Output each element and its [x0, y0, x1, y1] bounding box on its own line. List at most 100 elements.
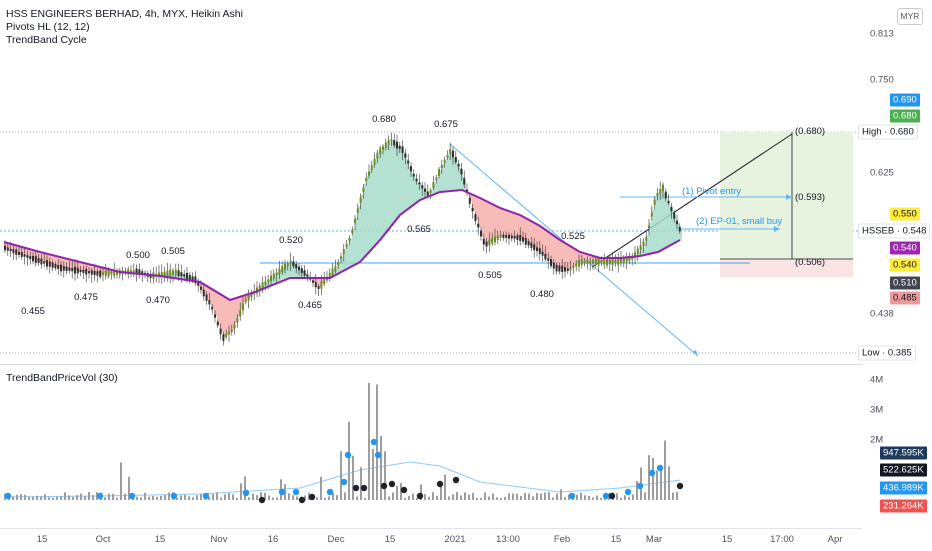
candle-body — [346, 244, 348, 246]
volume-bar — [292, 495, 294, 500]
candle-body — [421, 185, 423, 188]
volume-bar — [404, 498, 406, 500]
candle-body — [516, 235, 518, 240]
candle-body — [186, 273, 188, 280]
chart-canvas[interactable]: 0.4550.4750.5000.4700.5050.5200.4650.680… — [0, 0, 862, 528]
volume-bar — [592, 497, 594, 500]
volume-dot — [259, 497, 265, 503]
candle-body — [248, 295, 250, 301]
candle-body — [29, 256, 31, 259]
volume-bar — [408, 496, 410, 500]
candle-body — [234, 324, 236, 328]
time-tick: 16 — [268, 534, 279, 545]
volume-badge: 436.989K — [880, 482, 927, 495]
volume-dot — [637, 483, 643, 489]
candle-body — [85, 269, 87, 275]
candle-body — [32, 256, 34, 261]
volume-dot — [417, 493, 423, 499]
volume-bar — [348, 422, 350, 500]
time-tick: 15 — [385, 534, 396, 545]
candle-body — [312, 280, 314, 282]
candle-body — [374, 159, 376, 165]
price-badge: 0.690 — [890, 94, 920, 107]
candle-body — [351, 230, 353, 233]
time-tick: 15 — [611, 534, 622, 545]
candle-body — [536, 247, 538, 251]
volume-bar — [584, 495, 586, 500]
volume-bar — [460, 495, 462, 500]
candle-body — [458, 164, 460, 167]
pivot-label: 0.470 — [146, 295, 170, 306]
candle-body — [388, 140, 390, 144]
candle-body — [200, 287, 202, 290]
candle-body — [315, 282, 317, 287]
candle-body — [609, 260, 611, 265]
volume-bar — [352, 456, 354, 500]
volume-bar — [476, 498, 478, 500]
pivot-label: 0.455 — [21, 306, 45, 317]
volume-bar — [328, 496, 330, 500]
volume-bar — [588, 496, 590, 500]
candle-body — [105, 271, 107, 276]
volume-dot — [453, 477, 459, 483]
candle-body — [175, 270, 177, 275]
volume-bar — [232, 494, 234, 500]
candle-body — [407, 161, 409, 164]
candle-body — [505, 235, 507, 238]
price-badge: Low · 0.385 — [858, 346, 916, 361]
volume-bar — [240, 483, 242, 500]
volume-bar — [64, 492, 66, 500]
candle-body — [427, 192, 429, 196]
candle-body — [589, 261, 591, 263]
volume-bar — [596, 495, 598, 500]
candle-body — [57, 265, 59, 269]
candle-body — [561, 266, 563, 272]
candle-body — [306, 275, 308, 277]
volume-bar — [424, 494, 426, 500]
volume-dot — [309, 494, 315, 500]
candle-body — [18, 252, 20, 255]
volume-bar — [504, 497, 506, 500]
trendband-ma-line — [4, 190, 680, 300]
band-segment — [409, 166, 412, 208]
band-segment — [511, 212, 514, 237]
candle-body — [460, 169, 462, 175]
candle-body — [542, 252, 544, 256]
candle-body — [544, 254, 546, 260]
volume-bar — [104, 497, 106, 500]
volume-bar — [108, 494, 110, 500]
volume-bar — [168, 493, 170, 500]
band-segment — [373, 163, 376, 248]
candle-body — [500, 235, 502, 238]
candle-body — [502, 235, 504, 238]
candle-body — [432, 182, 434, 188]
volume-bar — [556, 494, 558, 500]
candle-body — [528, 241, 530, 245]
volume-dot — [279, 489, 285, 495]
candle-body — [444, 160, 446, 163]
volume-bar — [620, 498, 622, 500]
volume-indicator-title[interactable]: TrendBandPriceVol (30) — [6, 372, 118, 384]
candle-body — [399, 146, 401, 149]
volume-dot — [389, 481, 395, 487]
volume-bar — [396, 486, 398, 500]
volume-bar — [244, 476, 246, 500]
band-segment — [385, 145, 388, 234]
candle-body — [110, 272, 112, 274]
candle-body — [410, 166, 412, 171]
pane-separator[interactable] — [0, 364, 862, 365]
volume-dot — [371, 439, 377, 445]
candle-body — [35, 256, 37, 263]
candle-body — [533, 244, 535, 250]
candle-body — [402, 146, 404, 153]
volume-bar — [60, 496, 62, 500]
candle-body — [413, 174, 415, 176]
candle-body — [231, 330, 233, 332]
candle-body — [284, 264, 286, 270]
band-segment — [445, 159, 448, 192]
volume-bar — [668, 466, 670, 500]
candle-body — [295, 264, 297, 268]
volume-dot — [353, 485, 359, 491]
